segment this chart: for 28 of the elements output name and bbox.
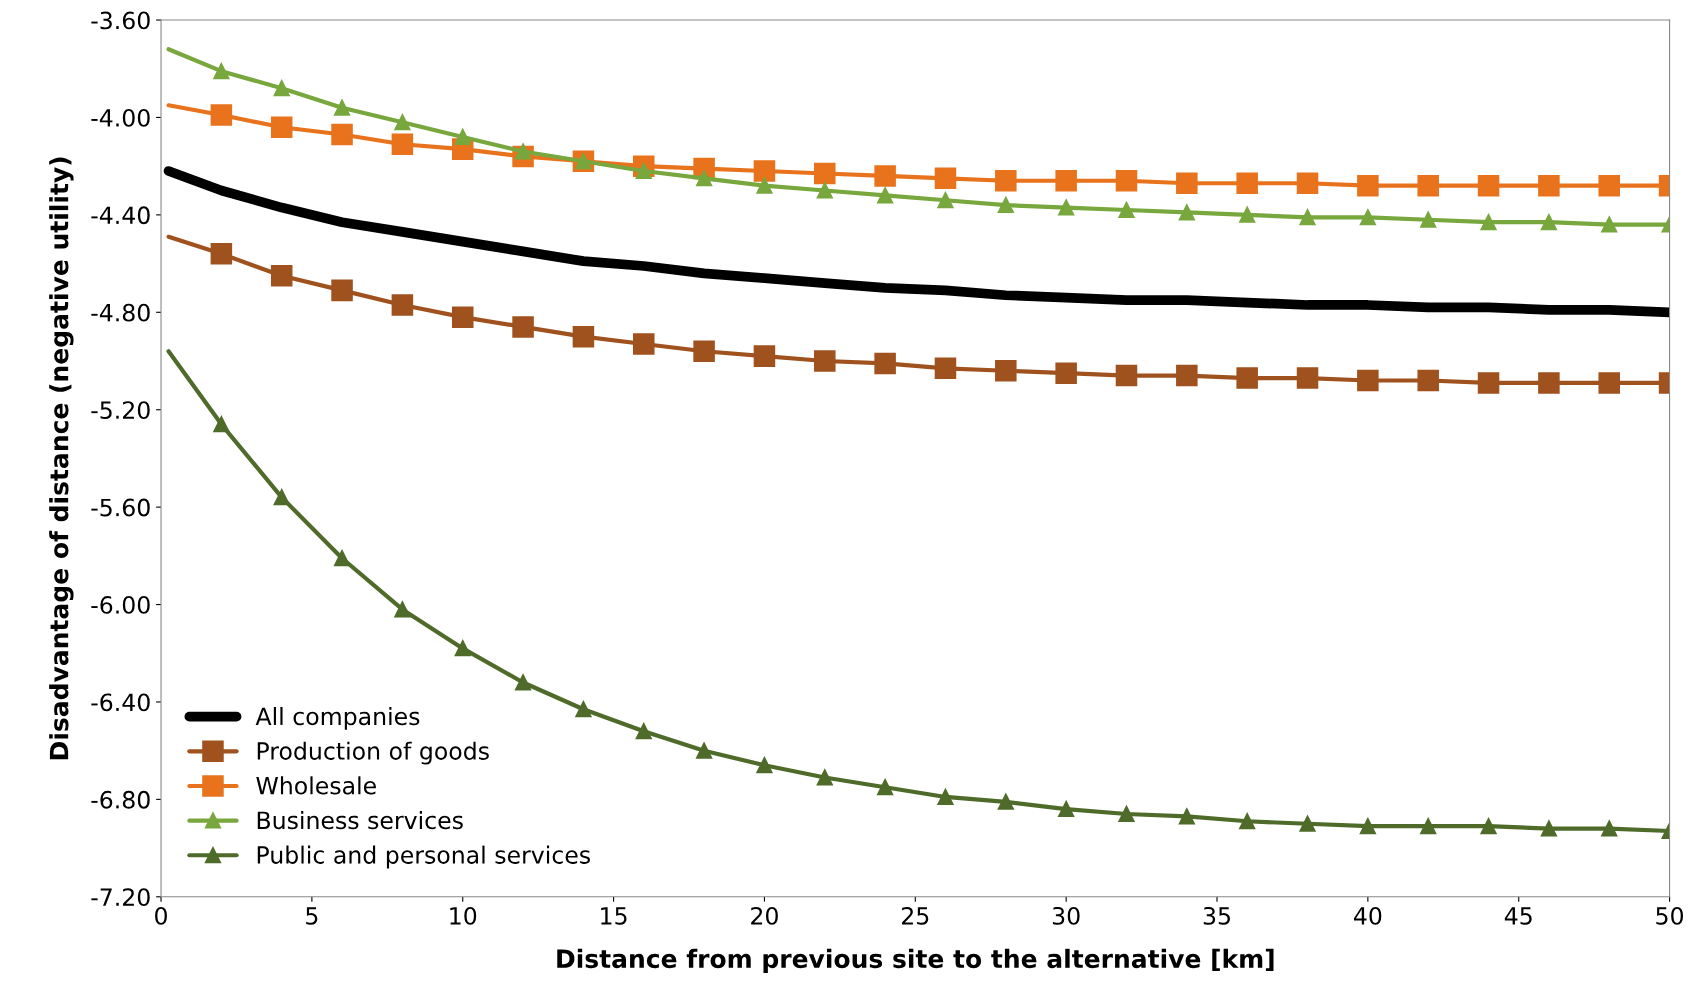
- y-tick-label: -4.00: [91, 108, 150, 127]
- y-tick-label: -6.40: [91, 693, 150, 712]
- x-axis-title: Distance from previous site to the alternative [km]: [557, 948, 1274, 973]
- x-tick-label: 45: [1504, 907, 1532, 925]
- legend-label: Production of goods: [257, 741, 489, 765]
- y-tick-label: -5.60: [91, 498, 150, 517]
- x-tick-label: 50: [1656, 906, 1684, 925]
- x-tick-label: 0: [155, 906, 167, 925]
- legend-label: Business services: [257, 810, 463, 830]
- y-tick-label: -6.00: [91, 595, 150, 614]
- y-tick-label: -4.80: [91, 303, 150, 322]
- x-tick-label: 30: [1052, 906, 1080, 925]
- x-tick-label: 40: [1354, 906, 1382, 925]
- y-tick-label: -5.20: [91, 401, 150, 420]
- y-tick-label: -4.40: [91, 206, 150, 225]
- x-tick-label: 15: [601, 907, 627, 925]
- y-tick-label: -3.60: [91, 11, 150, 30]
- x-tick-label: 25: [902, 906, 929, 925]
- x-tick-label: 35: [1203, 906, 1230, 925]
- x-tick-label: 20: [751, 906, 778, 925]
- legend-label: All companies: [255, 706, 420, 730]
- legend-label: Public and personal services: [257, 845, 590, 869]
- y-axis-title: Disadvantage of distance (negative utility): [49, 157, 74, 760]
- y-tick-label: -7.20: [91, 888, 150, 907]
- y-tick-label: -6.80: [91, 790, 150, 809]
- legend-label: Wholesale: [256, 776, 376, 795]
- x-tick-label: 5: [306, 907, 318, 925]
- x-tick-label: 10: [450, 906, 477, 925]
